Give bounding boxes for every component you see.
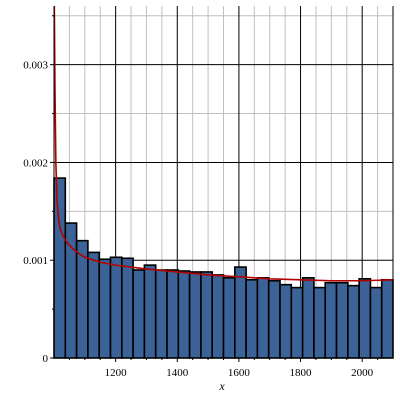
histogram-bar: [166, 269, 180, 359]
y-tick-label: 0.002: [23, 157, 48, 169]
fit-curve-line: [53, 5, 394, 282]
histogram-bar: [267, 279, 281, 359]
histogram-bar: [335, 281, 349, 359]
histogram-bar: [200, 271, 214, 359]
histogram-bar: [369, 286, 383, 359]
x-tick-label: 2000: [351, 367, 374, 379]
histogram-bar: [347, 284, 360, 359]
histogram-bar: [324, 281, 338, 359]
histogram-bar: [143, 264, 157, 359]
x-tick-label: 1400: [166, 367, 189, 379]
fit-curve-layer: [53, 5, 394, 282]
histogram-bar: [188, 271, 202, 359]
histogram-bar: [222, 277, 236, 359]
histogram-bar: [234, 266, 247, 359]
x-axis-title: x: [218, 379, 225, 393]
histogram-bar: [109, 256, 123, 359]
axes: [50, 6, 394, 362]
histogram-bar: [290, 286, 304, 359]
histogram-bar: [53, 177, 67, 359]
y-tick-label: 0: [43, 353, 49, 365]
y-tick-label: 0.003: [23, 60, 48, 72]
histogram-bar: [98, 258, 112, 359]
histogram-bar: [301, 277, 315, 359]
histogram-bar: [177, 270, 191, 359]
x-tick-label: 1600: [228, 367, 251, 379]
histogram-bar: [380, 278, 394, 359]
x-tick-label: 1800: [290, 367, 313, 379]
x-tick-label: 1200: [105, 367, 128, 379]
histogram-bar: [279, 283, 293, 359]
histogram-bar: [121, 257, 134, 359]
histogram-bar: [313, 286, 327, 359]
histogram-bar: [154, 269, 168, 359]
histogram-bar: [87, 251, 101, 359]
y-tick-label: 0.001: [23, 255, 48, 267]
histogram-bar: [211, 274, 225, 359]
histogram-bar: [358, 277, 372, 359]
tick-labels: 0 0.001 0.002 0.003 1200 1400 1600 1800 2000: [23, 60, 373, 379]
histogram-bar: [245, 278, 259, 359]
histogram-bar: [132, 269, 146, 359]
histogram-bar: [256, 277, 270, 359]
